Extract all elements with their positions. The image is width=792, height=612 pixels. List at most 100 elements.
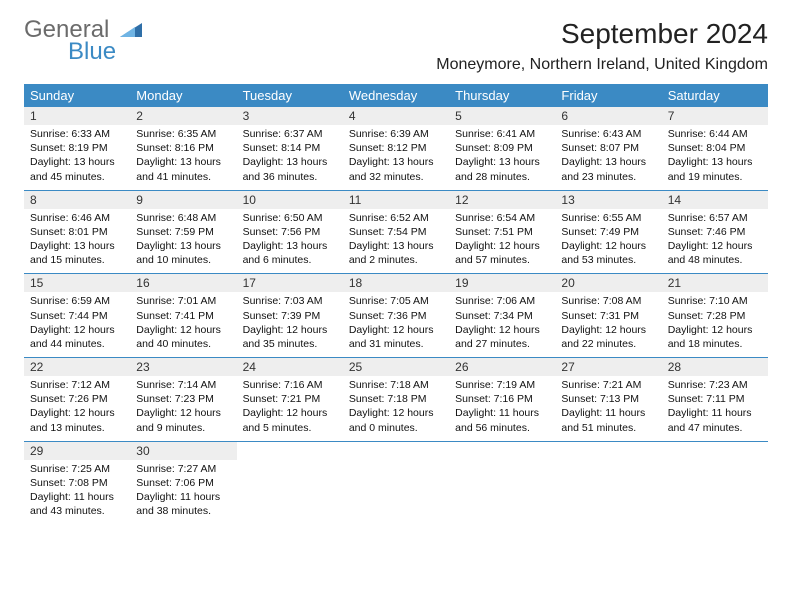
- sunrise-text: Sunrise: 6:44 AM: [668, 127, 762, 141]
- day-number: 15: [24, 274, 130, 292]
- day-cell: Sunrise: 6:43 AMSunset: 8:07 PMDaylight:…: [555, 125, 661, 190]
- day-cell: [343, 460, 449, 525]
- daylight-line1: Daylight: 13 hours: [136, 239, 230, 253]
- day-cell: Sunrise: 7:06 AMSunset: 7:34 PMDaylight:…: [449, 292, 555, 357]
- sunset-text: Sunset: 7:56 PM: [243, 225, 337, 239]
- sunset-text: Sunset: 7:36 PM: [349, 309, 443, 323]
- day-content-row: Sunrise: 6:33 AMSunset: 8:19 PMDaylight:…: [24, 125, 768, 190]
- daylight-line2: and 38 minutes.: [136, 504, 230, 518]
- daylight-line2: and 36 minutes.: [243, 170, 337, 184]
- day-number: 10: [237, 191, 343, 209]
- day-number-row: 22232425262728: [24, 358, 768, 376]
- sunset-text: Sunset: 7:34 PM: [455, 309, 549, 323]
- day-cell: Sunrise: 6:37 AMSunset: 8:14 PMDaylight:…: [237, 125, 343, 190]
- sunset-text: Sunset: 7:11 PM: [668, 392, 762, 406]
- dow-sunday: Sunday: [24, 84, 130, 107]
- sunrise-text: Sunrise: 6:35 AM: [136, 127, 230, 141]
- day-number: 19: [449, 274, 555, 292]
- day-number: 25: [343, 358, 449, 376]
- day-of-week-row: Sunday Monday Tuesday Wednesday Thursday…: [24, 84, 768, 107]
- day-number: 28: [662, 358, 768, 376]
- sunset-text: Sunset: 8:01 PM: [30, 225, 124, 239]
- daylight-line2: and 47 minutes.: [668, 421, 762, 435]
- day-number: 20: [555, 274, 661, 292]
- day-content-row: Sunrise: 7:25 AMSunset: 7:08 PMDaylight:…: [24, 460, 768, 525]
- daylight-line1: Daylight: 13 hours: [668, 155, 762, 169]
- day-cell: Sunrise: 7:05 AMSunset: 7:36 PMDaylight:…: [343, 292, 449, 357]
- daylight-line1: Daylight: 12 hours: [136, 323, 230, 337]
- sunrise-text: Sunrise: 6:46 AM: [30, 211, 124, 225]
- sunset-text: Sunset: 7:59 PM: [136, 225, 230, 239]
- daylight-line2: and 23 minutes.: [561, 170, 655, 184]
- sunrise-text: Sunrise: 6:59 AM: [30, 294, 124, 308]
- sunset-text: Sunset: 8:04 PM: [668, 141, 762, 155]
- day-cell: Sunrise: 6:48 AMSunset: 7:59 PMDaylight:…: [130, 209, 236, 274]
- day-cell: Sunrise: 7:16 AMSunset: 7:21 PMDaylight:…: [237, 376, 343, 441]
- sunrise-text: Sunrise: 7:10 AM: [668, 294, 762, 308]
- day-number: 27: [555, 358, 661, 376]
- sunset-text: Sunset: 8:09 PM: [455, 141, 549, 155]
- day-number: 1: [24, 107, 130, 125]
- daylight-line1: Daylight: 11 hours: [136, 490, 230, 504]
- week-row: 1234567Sunrise: 6:33 AMSunset: 8:19 PMDa…: [24, 107, 768, 190]
- day-cell: Sunrise: 6:59 AMSunset: 7:44 PMDaylight:…: [24, 292, 130, 357]
- daylight-line1: Daylight: 12 hours: [349, 406, 443, 420]
- header: General Blue September 2024 Moneymore, N…: [24, 18, 768, 74]
- dow-saturday: Saturday: [662, 84, 768, 107]
- day-number: 9: [130, 191, 236, 209]
- daylight-line2: and 18 minutes.: [668, 337, 762, 351]
- daylight-line2: and 48 minutes.: [668, 253, 762, 267]
- sunset-text: Sunset: 7:31 PM: [561, 309, 655, 323]
- day-number: 13: [555, 191, 661, 209]
- sunrise-text: Sunrise: 6:37 AM: [243, 127, 337, 141]
- daylight-line1: Daylight: 12 hours: [455, 239, 549, 253]
- sunset-text: Sunset: 7:51 PM: [455, 225, 549, 239]
- day-number: 3: [237, 107, 343, 125]
- sunrise-text: Sunrise: 6:50 AM: [243, 211, 337, 225]
- day-number: 4: [343, 107, 449, 125]
- week-row: 2930Sunrise: 7:25 AMSunset: 7:08 PMDayli…: [24, 441, 768, 525]
- sunset-text: Sunset: 7:44 PM: [30, 309, 124, 323]
- day-cell: Sunrise: 7:25 AMSunset: 7:08 PMDaylight:…: [24, 460, 130, 525]
- sunrise-text: Sunrise: 7:05 AM: [349, 294, 443, 308]
- day-cell: Sunrise: 7:14 AMSunset: 7:23 PMDaylight:…: [130, 376, 236, 441]
- day-number: [237, 442, 343, 460]
- day-number: 16: [130, 274, 236, 292]
- sunrise-text: Sunrise: 7:21 AM: [561, 378, 655, 392]
- daylight-line2: and 44 minutes.: [30, 337, 124, 351]
- daylight-line1: Daylight: 13 hours: [243, 155, 337, 169]
- sunrise-text: Sunrise: 6:48 AM: [136, 211, 230, 225]
- daylight-line1: Daylight: 13 hours: [136, 155, 230, 169]
- day-content-row: Sunrise: 6:59 AMSunset: 7:44 PM Daylight:…: [24, 292, 768, 357]
- daylight-line1: Daylight: 13 hours: [30, 155, 124, 169]
- day-content-row: Sunrise: 6:46 AMSunset: 8:01 PMDaylight:…: [24, 209, 768, 274]
- day-cell: Sunrise: 6:33 AMSunset: 8:19 PMDaylight:…: [24, 125, 130, 190]
- day-number: [555, 442, 661, 460]
- day-number: 7: [662, 107, 768, 125]
- day-number: 6: [555, 107, 661, 125]
- daylight-line2: and 9 minutes.: [136, 421, 230, 435]
- day-cell: Sunrise: 7:18 AMSunset: 7:18 PMDaylight:…: [343, 376, 449, 441]
- day-number: 11: [343, 191, 449, 209]
- calendar: Sunday Monday Tuesday Wednesday Thursday…: [24, 84, 768, 524]
- day-number: 29: [24, 442, 130, 460]
- daylight-line1: Daylight: 12 hours: [455, 323, 549, 337]
- daylight-line1: Daylight: 11 hours: [668, 406, 762, 420]
- day-cell: Sunrise: 7:21 AMSunset: 7:13 PMDaylight:…: [555, 376, 661, 441]
- day-cell: Sunrise: 6:41 AMSunset: 8:09 PMDaylight:…: [449, 125, 555, 190]
- dow-tuesday: Tuesday: [237, 84, 343, 107]
- day-number: 22: [24, 358, 130, 376]
- daylight-line2: and 35 minutes.: [243, 337, 337, 351]
- daylight-line2: and 5 minutes.: [243, 421, 337, 435]
- day-number-row: 2930: [24, 442, 768, 460]
- day-cell: Sunrise: 6:46 AMSunset: 8:01 PMDaylight:…: [24, 209, 130, 274]
- day-number: 14: [662, 191, 768, 209]
- daylight-line2: and 51 minutes.: [561, 421, 655, 435]
- daylight-line1: Daylight: 13 hours: [30, 239, 124, 253]
- day-cell: Sunrise: 7:27 AMSunset: 7:06 PMDaylight:…: [130, 460, 236, 525]
- daylight-line2: and 19 minutes.: [668, 170, 762, 184]
- sunset-text: Sunset: 7:06 PM: [136, 476, 230, 490]
- daylight-line2: and 28 minutes.: [455, 170, 549, 184]
- day-cell: [662, 460, 768, 525]
- daylight-line2: and 31 minutes.: [349, 337, 443, 351]
